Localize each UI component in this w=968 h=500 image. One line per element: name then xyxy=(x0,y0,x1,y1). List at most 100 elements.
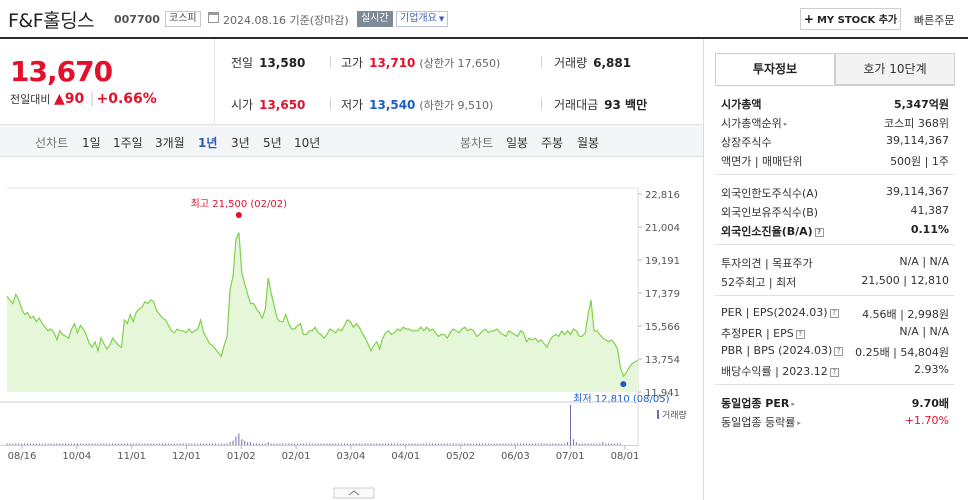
volume-bar xyxy=(94,443,96,445)
tab-order-book[interactable]: 호가 10단계 xyxy=(835,53,955,85)
volume-bar xyxy=(531,443,533,445)
info-section-divider xyxy=(715,174,955,175)
volume-bar xyxy=(390,443,392,445)
volume-bar xyxy=(320,443,322,445)
volume-bar xyxy=(38,443,40,445)
volume-bar xyxy=(247,442,249,445)
volume-bar xyxy=(393,443,395,445)
volume-bar xyxy=(616,443,618,445)
low-label: 저가 xyxy=(341,98,364,112)
volume-bar xyxy=(344,443,346,445)
realtime-badge[interactable]: 실시간 xyxy=(357,11,393,27)
quick-order-link[interactable]: 빠른주문 xyxy=(914,14,955,27)
volume-bar xyxy=(332,443,334,445)
volume-bar xyxy=(417,443,419,445)
volume-bar xyxy=(590,443,592,445)
volume-bar xyxy=(558,443,560,445)
volume-bar xyxy=(605,443,607,445)
tab-3-months[interactable]: 3개월 xyxy=(155,136,185,150)
tab-investment-info[interactable]: 투자정보 xyxy=(715,53,835,85)
volume-bar xyxy=(100,443,102,445)
x-tick-label: 02/01 xyxy=(282,451,311,462)
volume-bar xyxy=(473,443,475,445)
volume-bar xyxy=(508,443,510,445)
help-icon[interactable]: ? xyxy=(795,330,805,339)
chevron-up-icon xyxy=(348,490,360,496)
caret-right-icon[interactable]: ▸ xyxy=(791,400,795,408)
volume-bar xyxy=(584,443,586,445)
tab-3-years[interactable]: 3년 xyxy=(231,136,250,150)
tab-weekly-candle[interactable]: 주봉 xyxy=(541,136,564,150)
tab-monthly-candle[interactable]: 월봉 xyxy=(577,136,600,150)
line-chart-label: 선차트 xyxy=(35,136,69,150)
company-overview-dropdown[interactable]: 기업개요 ▼ xyxy=(396,11,449,27)
price-area xyxy=(7,232,638,392)
volume-bar xyxy=(123,443,125,445)
volume-bar xyxy=(211,443,213,445)
info-value: 39,114,367 xyxy=(886,185,949,198)
volume-bar xyxy=(373,443,375,445)
volume-bar xyxy=(223,443,225,445)
volume-bar xyxy=(112,443,114,445)
price-chart-svg: 22,816 21,004 19,191 17,379 15,566 13,754 11,9… xyxy=(0,187,687,499)
low-marker xyxy=(620,381,627,388)
tab-1-week[interactable]: 1주일 xyxy=(113,136,143,150)
volume-bar xyxy=(232,440,234,445)
price-chart[interactable]: 22,816 21,004 19,191 17,379 15,566 13,754 11,9… xyxy=(0,157,703,500)
volume-bar xyxy=(611,443,613,445)
volume-bar xyxy=(156,443,158,445)
info-label: 액면가 | 매매단위 xyxy=(721,155,803,168)
prev-close-label: 전일 xyxy=(231,56,254,70)
volume-bar xyxy=(555,443,557,445)
volume-bar xyxy=(338,443,340,445)
volume-bar xyxy=(411,443,413,445)
volume-bar xyxy=(581,443,583,445)
info-value: 코스피 368위 xyxy=(884,117,949,130)
add-my-stock-button[interactable]: + MY STOCK 추가 xyxy=(800,8,901,30)
volume-bar xyxy=(358,443,360,445)
volume-bar xyxy=(399,443,401,445)
low-price: 저가 13,540 (하한가 9,510) xyxy=(341,96,493,113)
tab-5-years[interactable]: 5년 xyxy=(263,136,282,150)
help-icon[interactable]: ? xyxy=(814,228,824,237)
y-tick-label: 19,191 xyxy=(645,256,680,267)
quote-date: 2024.08.16 기준(장마감) xyxy=(223,14,349,27)
volume-bar xyxy=(299,443,301,445)
volume-bar xyxy=(396,443,398,445)
volume-bar xyxy=(79,443,81,445)
caret-right-icon[interactable]: ▸ xyxy=(797,419,801,427)
low-value: 13,540 xyxy=(369,98,416,112)
volume-bar xyxy=(552,443,554,445)
tab-1-day[interactable]: 1일 xyxy=(82,136,101,150)
volume-bar xyxy=(200,443,202,445)
volume-bar xyxy=(546,443,548,445)
help-icon[interactable]: ? xyxy=(834,347,844,356)
help-icon[interactable]: ? xyxy=(829,309,839,318)
info-value: 4.56배 | 2,998원 xyxy=(862,308,949,321)
help-icon[interactable]: ? xyxy=(829,368,839,377)
volume-bar xyxy=(41,443,43,445)
volume-bar xyxy=(361,443,363,445)
volume-bar xyxy=(540,443,542,445)
lower-limit: (하한가 9,510) xyxy=(419,99,494,112)
info-section-divider xyxy=(715,295,955,296)
volume-bar xyxy=(273,443,275,445)
volume-bar xyxy=(74,443,76,445)
volume-bar xyxy=(12,443,14,445)
tab-daily-candle[interactable]: 일봉 xyxy=(506,136,529,150)
low-label: 최저 12,810 (08/05) xyxy=(573,393,669,405)
volume-bar xyxy=(50,443,52,445)
volume-value: 6,881 xyxy=(593,56,632,70)
volume-bar xyxy=(294,443,296,445)
volume-bar xyxy=(47,443,49,445)
high-marker xyxy=(235,212,242,218)
x-tick-label: 10/04 xyxy=(62,451,91,462)
caret-right-icon[interactable]: ▸ xyxy=(783,120,788,128)
volume-bar xyxy=(311,443,313,445)
volume-bar xyxy=(206,443,208,445)
volume-bar xyxy=(511,443,513,445)
volume-bar xyxy=(176,443,178,445)
y-tick-label: 21,004 xyxy=(645,223,680,234)
tab-1-year[interactable]: 1년 xyxy=(198,136,218,150)
tab-10-years[interactable]: 10년 xyxy=(294,136,321,150)
